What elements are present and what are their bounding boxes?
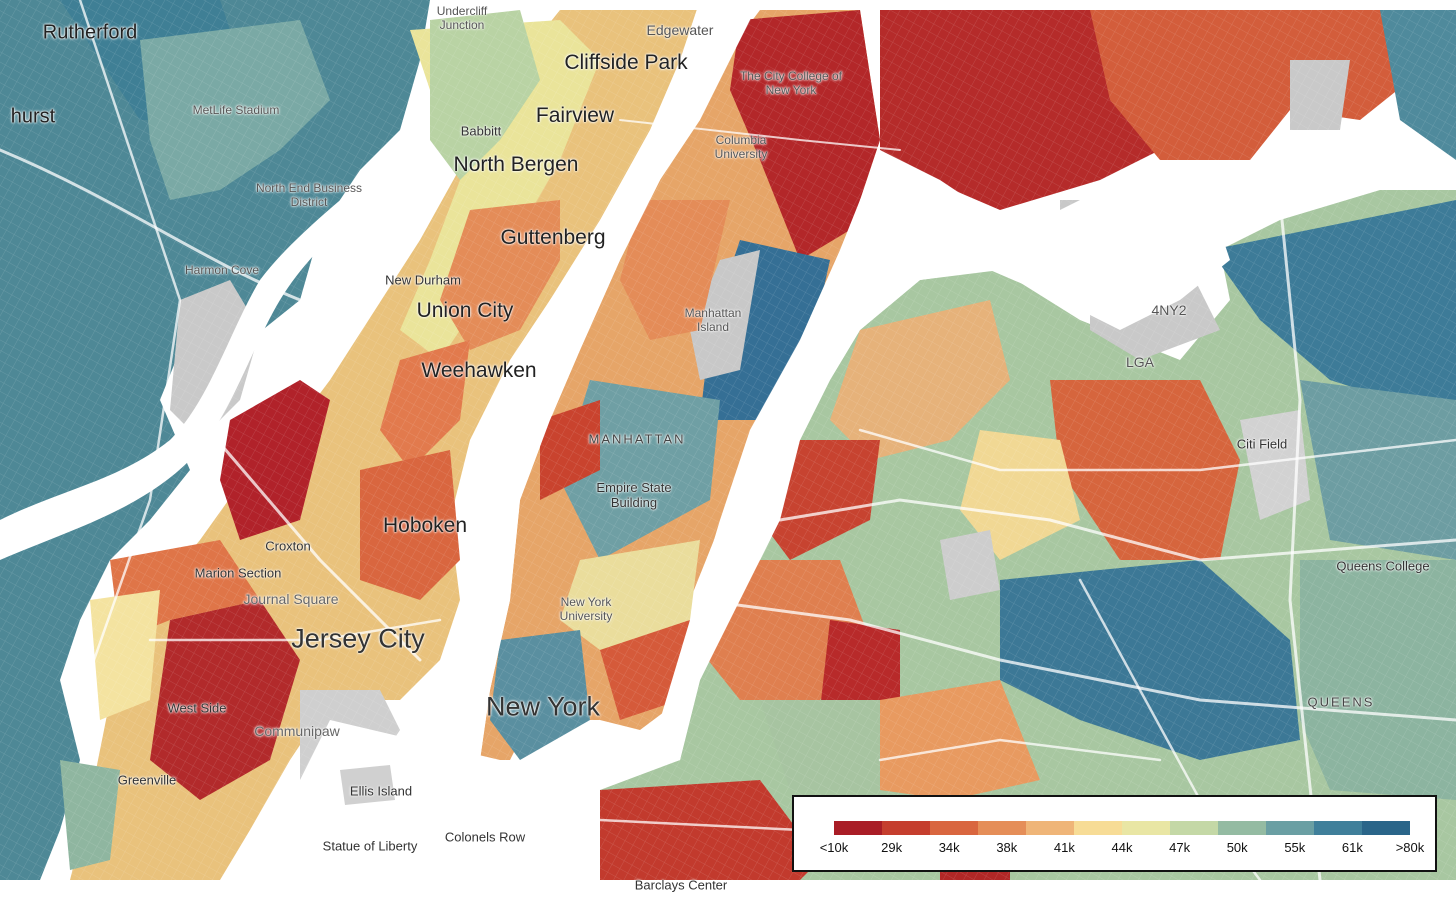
label-communipaw: Communipaw bbox=[254, 723, 340, 739]
label-new-york: New York bbox=[485, 691, 601, 722]
label-north-bergen: North Bergen bbox=[453, 153, 579, 176]
legend-tick: >80k bbox=[1395, 840, 1425, 855]
label-barclays: Barclays Center bbox=[634, 877, 728, 893]
legend-tick: 29k bbox=[881, 840, 903, 855]
label-columbia: Columbia University bbox=[714, 133, 768, 161]
legend-swatch bbox=[1314, 821, 1362, 835]
label-marion-section: Marion Section bbox=[194, 565, 282, 581]
label-statue-of-liberty: Statue of Liberty bbox=[322, 838, 418, 854]
label-jersey-city: Jersey City bbox=[291, 623, 425, 654]
label-weehawken: Weehawken bbox=[421, 359, 537, 382]
hudson-river bbox=[450, 0, 760, 760]
legend-swatch bbox=[834, 821, 882, 835]
label-empire-state: Empire State Building bbox=[596, 480, 672, 510]
label-nyu: New York University bbox=[559, 595, 613, 623]
label-manhattan: MANHATTAN bbox=[588, 431, 686, 447]
label-citi-field: Citi Field bbox=[1236, 436, 1288, 452]
legend-tick: 41k bbox=[1053, 840, 1075, 855]
legend-color-bar bbox=[834, 821, 1410, 835]
legend-swatch bbox=[1170, 821, 1218, 835]
legend-tick: <10k bbox=[819, 840, 849, 855]
income-legend: <10k 29k 34k 38k 41k 44k 47k 50k 55k 61k… bbox=[792, 795, 1437, 872]
legend-tick: 34k bbox=[938, 840, 960, 855]
legend-tick: 44k bbox=[1111, 840, 1133, 855]
label-union-city: Union City bbox=[416, 299, 514, 322]
legend-swatch bbox=[1266, 821, 1314, 835]
legend-tick: 50k bbox=[1226, 840, 1248, 855]
legend-swatch bbox=[1362, 821, 1410, 835]
label-cliffside-park: Cliffside Park bbox=[564, 51, 688, 74]
label-guttenberg: Guttenberg bbox=[500, 226, 606, 249]
label-new-durham: New Durham bbox=[385, 272, 461, 288]
legend-swatch bbox=[882, 821, 930, 835]
label-queens: QUEENS bbox=[1307, 694, 1375, 710]
legend-tick: 61k bbox=[1341, 840, 1363, 855]
label-hurst: hurst bbox=[10, 105, 56, 128]
legend-tick: 38k bbox=[996, 840, 1018, 855]
label-city-college: The City College of New York bbox=[739, 69, 843, 97]
ellis bbox=[340, 765, 395, 805]
label-hoboken: Hoboken bbox=[382, 514, 468, 537]
legend-swatch bbox=[1218, 821, 1266, 835]
label-fairview: Fairview bbox=[535, 104, 615, 127]
legend-tick: 47k bbox=[1169, 840, 1191, 855]
label-metlife: MetLife Stadium bbox=[192, 103, 280, 117]
label-colonels-row: Colonels Row bbox=[444, 829, 526, 845]
upper-bay bbox=[230, 720, 600, 902]
legend-swatch bbox=[930, 821, 978, 835]
legend-tick: 55k bbox=[1284, 840, 1306, 855]
east-river bbox=[600, 150, 1230, 780]
label-lga: LGA bbox=[1125, 354, 1155, 370]
label-undercliff: Undercliff Junction bbox=[436, 4, 488, 32]
label-queens-college: Queens College bbox=[1336, 558, 1430, 574]
legend-swatch bbox=[1026, 821, 1074, 835]
label-4ny2: 4NY2 bbox=[1151, 302, 1187, 318]
legend-swatch bbox=[1122, 821, 1170, 835]
legend-swatch bbox=[1074, 821, 1122, 835]
label-rutherford: Rutherford bbox=[42, 21, 138, 44]
highways bbox=[0, 0, 1456, 880]
label-edgewater: Edgewater bbox=[646, 22, 714, 38]
label-ellis-island: Ellis Island bbox=[349, 783, 413, 799]
label-babbitt: Babbitt bbox=[460, 123, 502, 139]
label-croxton: Croxton bbox=[265, 538, 311, 554]
label-greenville: Greenville bbox=[117, 772, 177, 788]
label-manhattan-island: Manhattan Island bbox=[684, 306, 742, 334]
label-west-side: West Side bbox=[167, 700, 227, 716]
label-harmon-cove: Harmon Cove bbox=[184, 263, 260, 277]
label-journal-square: Journal Square bbox=[243, 591, 339, 607]
legend-swatch bbox=[978, 821, 1026, 835]
label-north-end: North End Business District bbox=[255, 181, 363, 209]
